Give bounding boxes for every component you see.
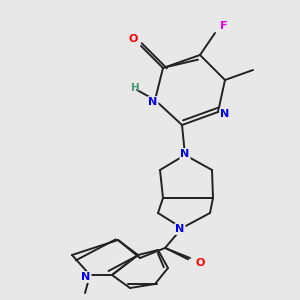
Text: N: N	[220, 109, 230, 119]
Text: N: N	[148, 97, 158, 107]
Text: N: N	[176, 224, 184, 234]
Text: N: N	[81, 272, 91, 282]
Text: O: O	[195, 258, 205, 268]
Text: H: H	[130, 83, 140, 93]
Text: O: O	[128, 34, 138, 44]
Text: F: F	[220, 21, 228, 31]
Text: N: N	[180, 149, 190, 159]
